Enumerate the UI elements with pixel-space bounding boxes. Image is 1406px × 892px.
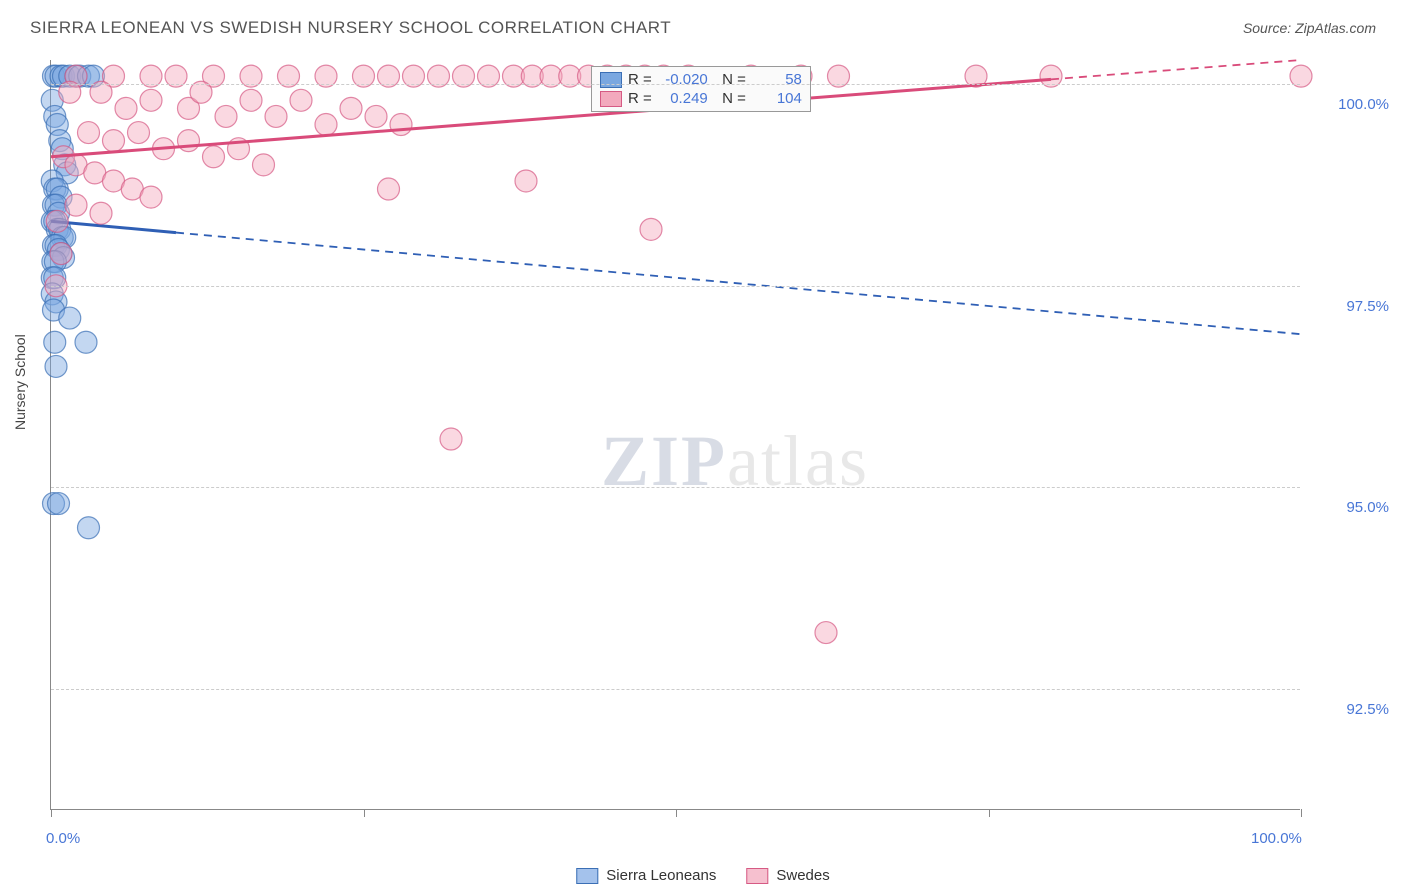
scatter-point <box>265 105 287 127</box>
scatter-point <box>78 122 100 144</box>
ytick-label: 95.0% <box>1319 499 1389 516</box>
gridline <box>51 487 1300 488</box>
stats-n-label: N = <box>714 71 746 88</box>
scatter-svg <box>51 60 1300 809</box>
scatter-point <box>103 130 125 152</box>
stats-row: R = 0.249 N = 104 <box>600 90 802 107</box>
legend-label: Swedes <box>776 867 829 884</box>
xtick <box>989 809 990 817</box>
stats-box: R = -0.020 N = 58 R = 0.249 N = 104 <box>591 66 811 112</box>
legend-label: Sierra Leoneans <box>606 867 716 884</box>
scatter-point <box>48 493 70 515</box>
scatter-point <box>640 218 662 240</box>
scatter-point <box>115 97 137 119</box>
gridline <box>51 689 1300 690</box>
xtick-label: 100.0% <box>1251 830 1302 847</box>
stats-r-value: -0.020 <box>658 71 708 88</box>
stats-swatch <box>600 91 622 107</box>
scatter-point <box>290 89 312 111</box>
legend-swatch <box>576 868 598 884</box>
xtick-label: 0.0% <box>46 830 80 847</box>
scatter-point <box>46 210 68 232</box>
stats-r-label: R = <box>628 90 652 107</box>
legend-swatch <box>746 868 768 884</box>
stats-r-label: R = <box>628 71 652 88</box>
scatter-point <box>365 105 387 127</box>
scatter-point <box>815 622 837 644</box>
trend-line-dashed <box>176 233 1301 335</box>
xtick <box>1301 809 1302 817</box>
scatter-point <box>515 170 537 192</box>
scatter-point <box>45 355 67 377</box>
stats-n-value: 58 <box>752 71 802 88</box>
yaxis-label: Nursery School <box>12 334 28 430</box>
scatter-point <box>65 194 87 216</box>
scatter-point <box>75 331 97 353</box>
scatter-point <box>315 114 337 136</box>
gridline <box>51 84 1300 85</box>
scatter-point <box>178 130 200 152</box>
scatter-point <box>390 114 412 136</box>
legend-item: Sierra Leoneans <box>576 867 716 884</box>
legend-item: Swedes <box>746 867 829 884</box>
xtick <box>51 809 52 817</box>
stats-n-label: N = <box>714 90 746 107</box>
xtick <box>364 809 365 817</box>
ytick-label: 97.5% <box>1319 298 1389 315</box>
trend-line-dashed <box>1051 60 1301 79</box>
scatter-point <box>50 243 72 265</box>
scatter-point <box>90 202 112 224</box>
scatter-point <box>140 186 162 208</box>
ytick-label: 92.5% <box>1319 701 1389 718</box>
scatter-point <box>128 122 150 144</box>
scatter-point <box>378 178 400 200</box>
xtick <box>676 809 677 817</box>
scatter-point <box>140 89 162 111</box>
scatter-point <box>44 331 66 353</box>
stats-n-value: 104 <box>752 90 802 107</box>
chart-plot-area: ZIPatlas R =-0.020 N =58R =0.249 N =104 … <box>50 60 1300 810</box>
scatter-point <box>253 154 275 176</box>
gridline <box>51 286 1300 287</box>
stats-row: R = -0.020 N = 58 <box>600 71 802 88</box>
scatter-point <box>78 517 100 539</box>
scatter-point <box>59 307 81 329</box>
chart-title: SIERRA LEONEAN VS SWEDISH NURSERY SCHOOL… <box>30 18 671 38</box>
scatter-point <box>440 428 462 450</box>
scatter-point <box>240 89 262 111</box>
stats-r-value: 0.249 <box>658 90 708 107</box>
scatter-point <box>203 146 225 168</box>
source-text: Source: ZipAtlas.com <box>1243 20 1376 36</box>
scatter-point <box>340 97 362 119</box>
ytick-label: 100.0% <box>1319 96 1389 113</box>
legend: Sierra Leoneans Swedes <box>576 867 829 884</box>
scatter-point <box>215 105 237 127</box>
